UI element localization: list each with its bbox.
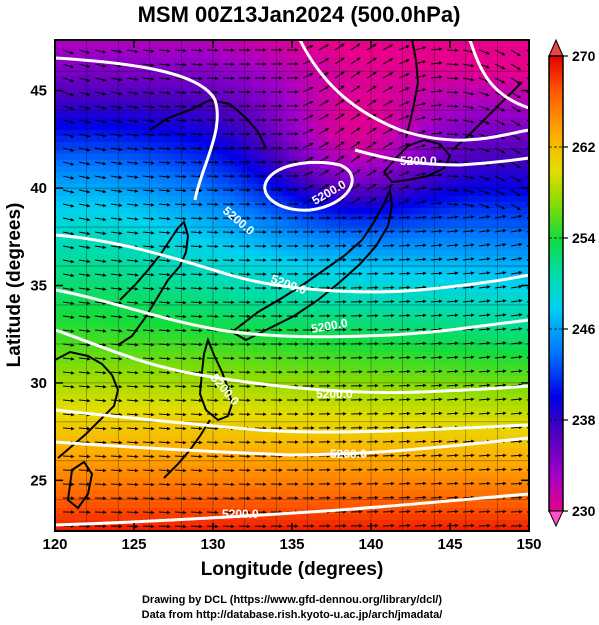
plot-area <box>55 40 529 531</box>
colorbar-bottom-triangle <box>548 510 564 528</box>
contour-label: 5200.0 <box>316 387 353 401</box>
x-tick-label: 125 <box>121 536 146 553</box>
figure-title: MSM 00Z13Jan2024 (500.0hPa) <box>138 2 461 27</box>
coastlines <box>55 40 523 510</box>
coast-manchuria <box>149 98 267 149</box>
x-tick-label: 145 <box>437 536 462 553</box>
y-tick-label: 25 <box>30 472 47 489</box>
x-axis-ticks: 120 125 130 135 140 145 150 <box>42 40 542 553</box>
contour-label: 5200.0 <box>222 507 259 521</box>
contour-line <box>55 408 529 434</box>
contour-line <box>55 233 529 294</box>
contour-line <box>55 436 529 457</box>
colorbar-top-triangle <box>548 38 564 57</box>
x-tick-label: 130 <box>200 536 225 553</box>
credit-data: Data from http://database.rish.kyoto-u.a… <box>142 609 443 621</box>
colorbar-tick-label: 270 <box>572 48 596 64</box>
y-axis-ticks: 25 30 35 40 45 <box>30 83 529 489</box>
contour-line <box>55 328 529 395</box>
contour-lines <box>55 40 529 527</box>
contour-label: 5200.0 <box>400 154 437 168</box>
y-tick-label: 35 <box>30 278 47 295</box>
coast-taiwan <box>66 460 94 510</box>
coast-japan-hokkaido <box>382 138 452 184</box>
contour-line <box>55 492 529 527</box>
x-axis-label: Longitude (degrees) <box>201 559 384 580</box>
coast-sakhalin <box>405 40 420 139</box>
y-axis-label: Latitude (degrees) <box>4 203 25 368</box>
contour-line <box>354 148 529 167</box>
contour-line <box>298 40 529 142</box>
colorbar-tick-label: 246 <box>572 321 596 337</box>
y-tick-label: 30 <box>30 375 47 392</box>
colorbar: 230 238 246 254 262 270 <box>548 38 596 528</box>
coast-china <box>55 350 120 459</box>
y-tick-label: 45 <box>30 83 47 100</box>
lat-lon-grid <box>55 40 529 531</box>
contour-label: 5200.0 <box>330 447 367 461</box>
x-tick-label: 120 <box>42 536 67 553</box>
colorbar-bar <box>548 55 564 512</box>
credit-drawing: Drawing by DCL (https://www.gfd-dennou.o… <box>142 594 442 606</box>
x-tick-label: 135 <box>279 536 304 553</box>
colorbar-ticks: 230 238 246 254 262 270 <box>549 48 596 519</box>
x-tick-label: 150 <box>516 536 541 553</box>
x-tick-label: 140 <box>358 536 383 553</box>
contour-line <box>263 160 354 212</box>
colorbar-tick-label: 262 <box>572 139 596 155</box>
contour-line <box>55 288 529 339</box>
coast-japan-honshu <box>230 186 394 342</box>
contour-line <box>55 56 219 201</box>
colorbar-tick-label: 230 <box>572 503 596 519</box>
colorbar-tick-label: 238 <box>572 412 596 428</box>
colorbar-tick-label: 254 <box>572 230 596 246</box>
contour-label: 5200.0 <box>310 316 349 336</box>
y-tick-label: 40 <box>30 180 47 197</box>
contour-line <box>468 40 529 110</box>
coast-japan-kyushu <box>198 336 234 422</box>
